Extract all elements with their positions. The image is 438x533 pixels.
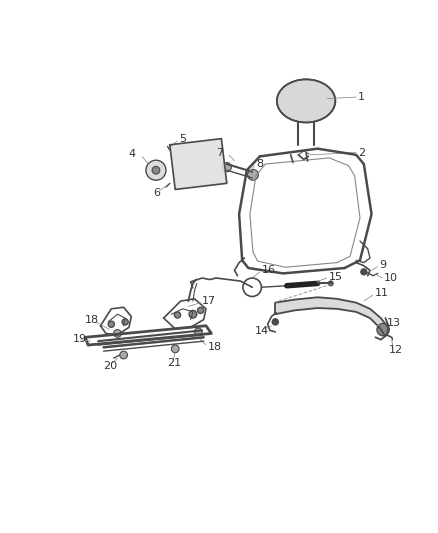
Text: 15: 15 xyxy=(328,272,343,282)
Text: 10: 10 xyxy=(384,273,398,283)
Text: 18: 18 xyxy=(208,342,222,352)
Text: 1: 1 xyxy=(358,92,365,102)
Text: 6: 6 xyxy=(153,188,160,198)
Text: 21: 21 xyxy=(167,358,182,368)
Text: 19: 19 xyxy=(73,334,87,344)
Ellipse shape xyxy=(277,79,336,123)
Circle shape xyxy=(328,281,333,286)
Text: 8: 8 xyxy=(256,159,263,169)
Text: 4: 4 xyxy=(129,149,136,159)
Circle shape xyxy=(222,163,231,172)
Circle shape xyxy=(361,269,367,275)
Circle shape xyxy=(174,312,180,318)
Text: 14: 14 xyxy=(254,326,268,336)
Circle shape xyxy=(272,319,279,325)
Text: 2: 2 xyxy=(358,148,365,158)
Circle shape xyxy=(108,321,114,327)
Circle shape xyxy=(171,345,179,353)
Circle shape xyxy=(122,319,128,325)
Circle shape xyxy=(247,169,258,180)
Text: 18: 18 xyxy=(85,314,99,325)
Text: 9: 9 xyxy=(379,260,386,270)
Circle shape xyxy=(377,324,389,336)
Circle shape xyxy=(152,166,160,174)
Text: 5: 5 xyxy=(179,134,186,144)
Circle shape xyxy=(189,310,197,318)
Circle shape xyxy=(198,308,204,313)
Circle shape xyxy=(120,351,127,359)
Text: 12: 12 xyxy=(389,345,403,356)
Text: 7: 7 xyxy=(216,148,224,158)
Circle shape xyxy=(146,160,166,180)
Text: 11: 11 xyxy=(374,288,389,298)
Circle shape xyxy=(113,329,121,337)
Polygon shape xyxy=(276,297,387,335)
Polygon shape xyxy=(170,139,227,189)
Text: 17: 17 xyxy=(202,296,216,306)
Text: 13: 13 xyxy=(387,318,401,328)
Text: 20: 20 xyxy=(103,361,118,371)
Text: 16: 16 xyxy=(261,265,276,276)
Circle shape xyxy=(194,328,202,336)
